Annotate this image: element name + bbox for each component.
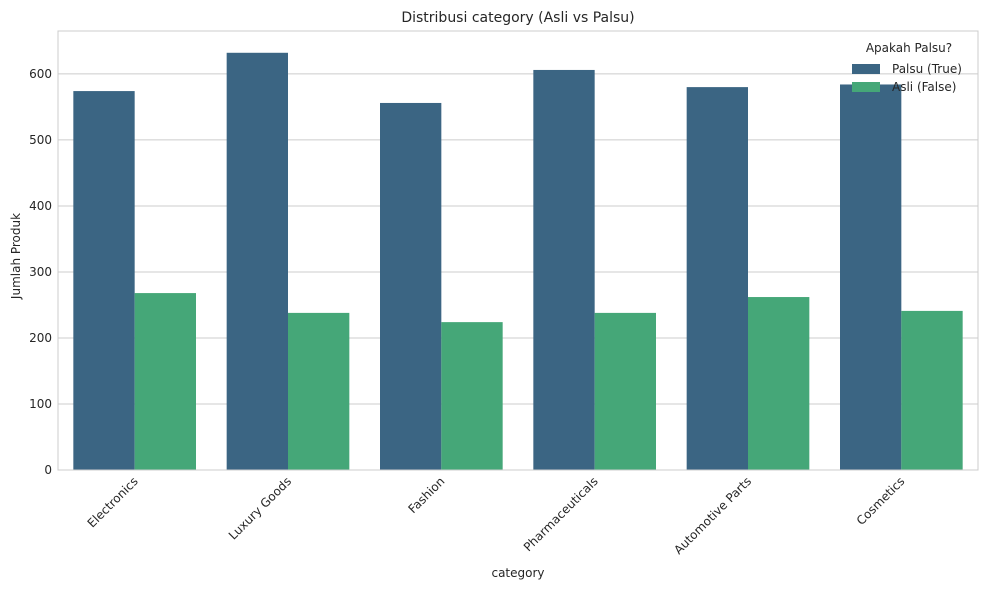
bar [226, 52, 288, 470]
legend: Apakah Palsu? Palsu (True) Asli (False) [852, 41, 962, 94]
y-tick-label: 200 [29, 331, 52, 345]
y-tick-label: 500 [29, 133, 52, 147]
bar [533, 69, 595, 470]
x-tick-labels: Electronics Luxury Goods Fashion Pharmaceut… [85, 474, 908, 557]
x-axis-label: category [491, 566, 544, 580]
legend-swatch [852, 82, 880, 92]
bars [73, 52, 963, 471]
y-tick-label: 600 [29, 67, 52, 81]
y-tick-label: 400 [29, 199, 52, 213]
bar [594, 312, 656, 470]
x-tick-label: Electronics [85, 474, 141, 530]
x-tick-label: Automotive Parts [671, 474, 754, 557]
bar [73, 91, 135, 471]
x-tick-label: Fashion [406, 474, 448, 516]
grid-lines [58, 73, 978, 471]
legend-label: Palsu (True) [892, 62, 962, 76]
y-tick-labels: 0 100 200 300 400 500 600 [29, 67, 52, 477]
plot-frame [57, 30, 979, 471]
y-tick-label: 100 [29, 397, 52, 411]
x-tick-label: Cosmetics [854, 474, 908, 528]
bar [901, 310, 963, 470]
bar [441, 322, 503, 470]
bar [288, 312, 350, 470]
y-axis-label: Jumlah Produk [9, 213, 23, 300]
legend-items: Palsu (True) Asli (False) [852, 62, 962, 94]
x-tick-label: Pharmaceuticals [521, 474, 601, 554]
y-tick-label: 300 [29, 265, 52, 279]
legend-swatch [852, 64, 880, 74]
legend-title: Apakah Palsu? [866, 41, 952, 55]
bar [748, 297, 810, 470]
legend-label: Asli (False) [892, 80, 956, 94]
bar [840, 84, 902, 471]
x-tick-label: Luxury Goods [226, 474, 294, 542]
y-tick-label: 0 [44, 463, 52, 477]
chart-title: Distribusi category (Asli vs Palsu) [401, 10, 634, 26]
bar [380, 102, 442, 470]
bar [134, 293, 196, 470]
bar [686, 87, 748, 470]
